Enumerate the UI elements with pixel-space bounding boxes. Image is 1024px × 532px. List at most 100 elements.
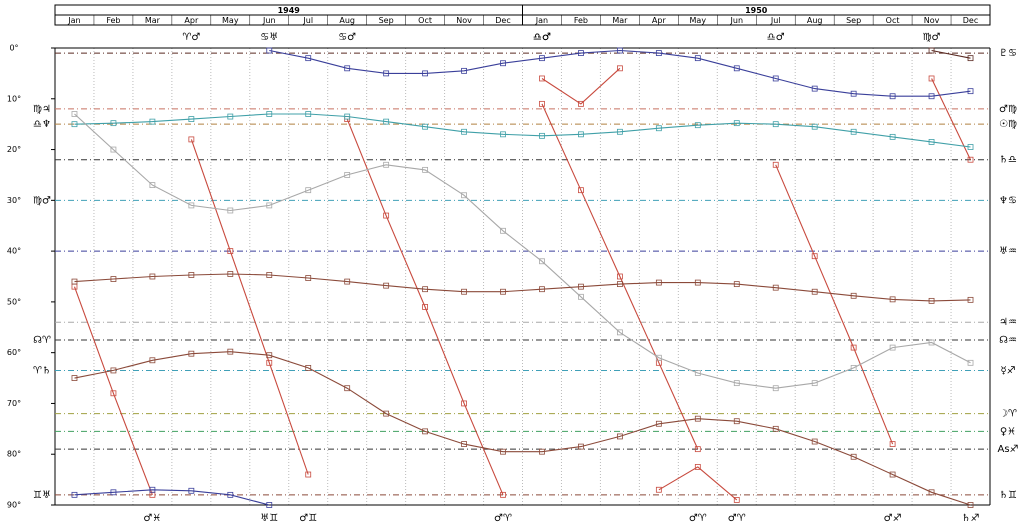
- series-line: [346, 118, 504, 496]
- point-marker: [811, 85, 818, 92]
- month-label: Aug: [807, 16, 823, 25]
- left-label: ♊♅: [33, 490, 51, 501]
- bottom-label: ♂♐: [884, 513, 902, 524]
- point-marker: [422, 428, 429, 435]
- point-marker: [500, 227, 506, 234]
- point-marker: [539, 448, 545, 455]
- point-marker: [461, 128, 467, 135]
- point-marker: [733, 65, 740, 72]
- right-label: As♐: [997, 444, 1018, 455]
- point-marker: [967, 502, 974, 508]
- point-marker: [227, 491, 234, 498]
- bottom-label: ♂♓: [143, 513, 161, 524]
- point-marker: [500, 491, 506, 498]
- left-label: ♍♃: [33, 104, 51, 115]
- point-marker: [539, 286, 545, 293]
- point-marker: [188, 136, 195, 143]
- right-label: ☿♐: [1000, 365, 1015, 376]
- point-marker: [616, 273, 623, 280]
- top-label: ♎♂: [767, 32, 785, 43]
- point-marker: [188, 350, 195, 357]
- y-tick-label: 20°: [7, 145, 21, 154]
- series-line: [541, 103, 699, 450]
- point-marker: [227, 113, 234, 120]
- y-tick-label: 30°: [7, 196, 21, 205]
- point-marker: [422, 166, 429, 173]
- point-marker: [266, 272, 273, 278]
- point-marker: [616, 329, 623, 336]
- left-label: ♈♄: [33, 365, 51, 376]
- point-marker: [344, 113, 351, 120]
- bottom-label: ♂♈: [494, 513, 512, 524]
- point-marker: [850, 292, 857, 299]
- point-marker: [71, 375, 78, 381]
- point-marker: [188, 202, 195, 209]
- point-marker: [928, 75, 935, 82]
- point-marker: [967, 55, 974, 62]
- point-marker: [344, 385, 351, 392]
- point-marker: [500, 288, 506, 295]
- point-marker: [578, 50, 584, 56]
- month-label: Aug: [339, 16, 355, 25]
- point-marker: [772, 385, 779, 392]
- month-label: May: [690, 16, 707, 25]
- point-marker: [928, 339, 935, 346]
- point-marker: [811, 123, 818, 130]
- month-label: Feb: [574, 16, 588, 25]
- point-marker: [733, 120, 740, 127]
- point-marker: [461, 441, 467, 447]
- point-marker: [850, 90, 857, 97]
- point-marker: [733, 281, 740, 288]
- series-line: [74, 489, 270, 506]
- point-marker: [305, 55, 312, 62]
- month-label: Jun: [262, 16, 276, 25]
- point-marker: [149, 357, 156, 364]
- point-marker: [655, 486, 662, 493]
- top-label: ♈♂: [182, 32, 200, 43]
- point-marker: [383, 212, 390, 219]
- point-marker: [772, 425, 779, 432]
- point-marker: [422, 286, 429, 293]
- series-line: [931, 49, 971, 59]
- top-label: ♎♂: [533, 32, 551, 43]
- point-marker: [266, 202, 273, 209]
- right-label: ♃♒: [999, 317, 1017, 328]
- point-marker: [928, 139, 935, 145]
- point-marker: [889, 441, 896, 447]
- y-tick-label: 0°: [9, 44, 18, 53]
- point-marker: [149, 486, 156, 493]
- point-marker: [227, 348, 234, 355]
- month-label: Mar: [145, 16, 161, 25]
- point-marker: [733, 380, 740, 387]
- point-marker: [967, 296, 974, 303]
- series-line: [74, 273, 971, 302]
- y-tick-label: 40°: [7, 247, 21, 256]
- point-marker: [539, 258, 545, 265]
- point-marker: [655, 125, 662, 132]
- month-label: Jun: [730, 16, 744, 25]
- year-label: 1949: [278, 6, 301, 15]
- point-marker: [889, 296, 896, 303]
- month-label: Jan: [67, 16, 80, 25]
- right-label: ☉♍: [999, 119, 1017, 130]
- point-marker: [266, 359, 273, 366]
- month-label: Jul: [770, 16, 781, 25]
- point-marker: [772, 121, 779, 128]
- left-label: ♍♂: [33, 195, 51, 206]
- series-line: [74, 351, 971, 506]
- point-marker: [71, 491, 78, 498]
- point-marker: [305, 471, 312, 478]
- point-marker: [149, 273, 156, 280]
- bottom-label: ♄♐: [962, 513, 980, 524]
- point-marker: [188, 272, 195, 278]
- point-marker: [422, 304, 429, 310]
- point-marker: [305, 275, 312, 281]
- point-marker: [772, 161, 779, 168]
- month-label: Sep: [379, 16, 394, 25]
- right-label: ☽♈: [999, 409, 1017, 420]
- point-marker: [227, 207, 234, 214]
- point-marker: [461, 192, 467, 199]
- month-label: Jan: [535, 16, 548, 25]
- series-line: [74, 113, 971, 389]
- point-marker: [694, 464, 701, 470]
